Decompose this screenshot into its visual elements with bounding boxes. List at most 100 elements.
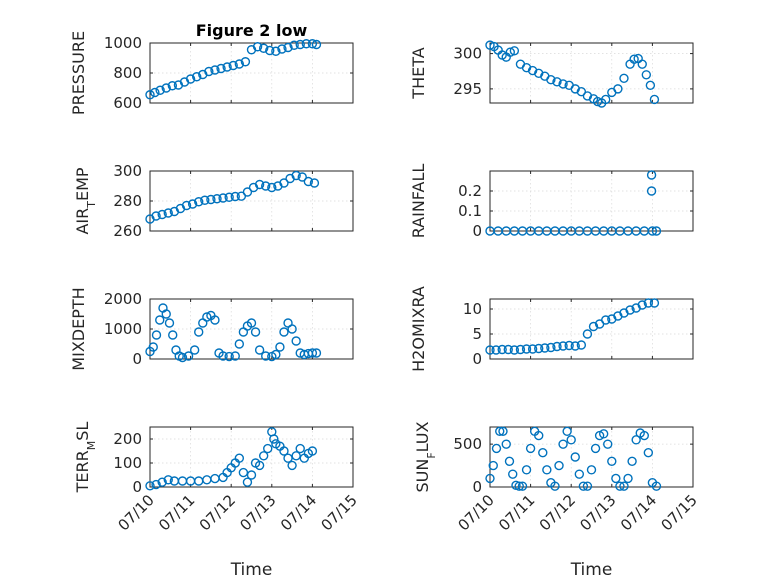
- data-point: [649, 94, 660, 105]
- data-point: [574, 469, 585, 479]
- data-point: [562, 426, 572, 436]
- subplot-mixdepth: 0 1000 2000 MIXDEPTH: [69, 287, 354, 371]
- data-point: [246, 318, 257, 328]
- data-point: [509, 46, 520, 56]
- data-point: [202, 312, 212, 322]
- chart-title: Figure 2 low: [196, 21, 308, 40]
- axes-box: [149, 426, 354, 488]
- data-point: [509, 345, 520, 355]
- data-point: [598, 429, 609, 439]
- y-tick-label: 1000: [104, 34, 142, 52]
- data-point: [552, 77, 562, 87]
- data-point: [629, 54, 639, 64]
- data-point: [261, 181, 271, 191]
- data-point: [491, 345, 501, 355]
- data-point: [163, 208, 173, 218]
- data-point: [552, 341, 562, 352]
- data-point: [495, 426, 505, 436]
- data-point: [277, 44, 287, 54]
- data-point: [148, 342, 158, 352]
- data-point: [488, 460, 498, 471]
- data-point: [303, 176, 314, 187]
- data-point: [187, 199, 198, 209]
- data-point: [265, 45, 275, 56]
- data-point: [307, 348, 318, 358]
- data-point: [258, 451, 269, 461]
- data-point: [546, 342, 556, 353]
- data-point: [242, 477, 253, 487]
- data-point: [611, 473, 621, 484]
- x-axis-label: Time: [570, 560, 613, 580]
- data-point: [570, 341, 580, 351]
- y-tick-label: 10: [463, 300, 482, 318]
- data-point: [168, 330, 178, 340]
- y-tick-label: 0: [472, 350, 482, 368]
- data-point: [271, 46, 281, 56]
- data-point: [582, 481, 593, 491]
- data-point: [287, 324, 297, 334]
- data-point: [258, 43, 269, 53]
- data-point: [218, 193, 228, 203]
- data-point: [157, 477, 167, 487]
- data-point: [161, 309, 171, 319]
- data-point: [603, 439, 613, 449]
- data-point: [643, 298, 654, 308]
- y-tick-label: 600: [113, 94, 142, 112]
- data-point: [189, 345, 200, 355]
- data-point: [204, 66, 214, 77]
- data-point: [637, 300, 647, 310]
- data-point: [283, 42, 293, 53]
- data-point: [503, 344, 513, 355]
- data-point: [194, 327, 204, 337]
- data-point: [542, 465, 552, 475]
- y-axis-label: H2OMIXRA: [409, 286, 428, 372]
- data-point: [514, 481, 524, 491]
- data-point: [540, 343, 550, 353]
- subplot-pressure: 600 800 1000 PRESSURE Figure 2 low: [69, 21, 354, 115]
- data-point: [150, 87, 160, 98]
- data-point: [311, 39, 322, 50]
- data-point: [291, 170, 301, 181]
- data-point: [554, 460, 564, 471]
- y-tick-label: 2000: [104, 290, 142, 308]
- data-point: [291, 336, 301, 346]
- data-point: [645, 80, 656, 91]
- axes-box: [489, 298, 694, 360]
- data-point: [283, 453, 293, 463]
- data-point: [234, 59, 245, 69]
- subplot-rainfall: 0 0.1 0.2 RAINFALL: [409, 164, 694, 240]
- data-point: [252, 42, 263, 52]
- data-point: [271, 349, 281, 360]
- data-point: [566, 435, 576, 445]
- data-point: [183, 351, 194, 361]
- y-axis-label: THETA: [409, 47, 428, 99]
- y-tick-label: 300: [113, 162, 142, 180]
- data-point: [527, 344, 538, 354]
- data-point: [498, 426, 508, 436]
- data-point: [485, 473, 495, 484]
- data-point: [216, 63, 226, 74]
- data-point: [212, 194, 222, 204]
- data-point: [242, 187, 253, 197]
- y-tick-label: 1000: [104, 320, 142, 338]
- data-point: [230, 351, 240, 361]
- data-point: [206, 194, 216, 205]
- data-point: [576, 87, 587, 97]
- data-point: [627, 456, 637, 466]
- data-point: [550, 481, 560, 491]
- y-tick-label: 0.2: [458, 182, 482, 200]
- data-point: [269, 434, 279, 444]
- data-point: [637, 59, 647, 69]
- data-point: [163, 475, 173, 485]
- y-tick-label: 0.1: [458, 202, 482, 220]
- data-point: [586, 465, 597, 475]
- data-point: [151, 211, 161, 221]
- y-tick-label: 0: [132, 478, 142, 496]
- data-point: [263, 443, 273, 454]
- y-tick-label: 295: [453, 80, 482, 98]
- data-point: [508, 469, 518, 479]
- y-axis-label: MIXDEPTH: [69, 287, 88, 370]
- data-point: [295, 39, 305, 50]
- data-point: [222, 62, 232, 72]
- data-point: [534, 430, 544, 441]
